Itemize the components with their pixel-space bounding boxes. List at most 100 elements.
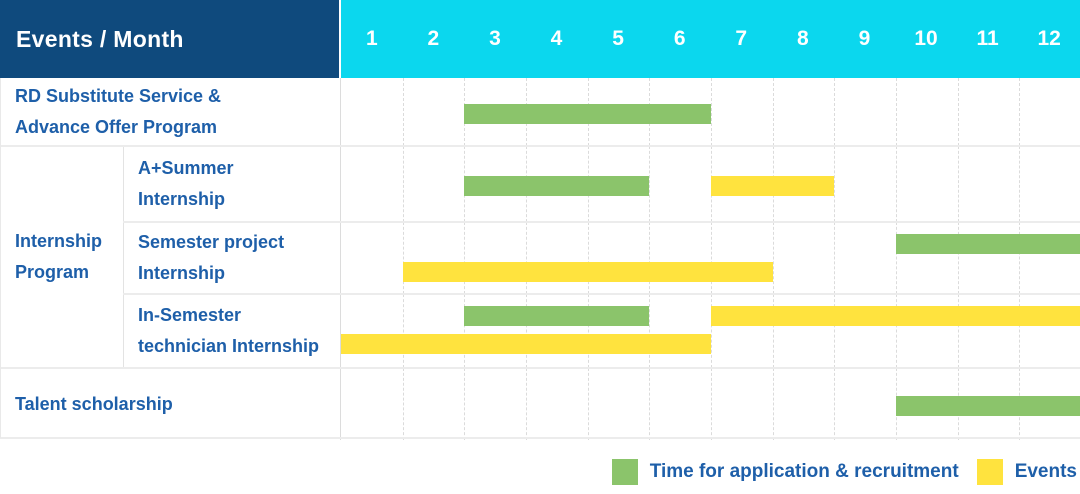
- table-row-in-semester-technician-internship: In-Semester technician Internship: [0, 294, 1080, 368]
- month-header-5: 5: [612, 27, 624, 50]
- month-header-10: 10: [914, 27, 938, 50]
- green-bar-months-3-to-6: [464, 104, 711, 124]
- month-gridline: [772, 294, 774, 368]
- month-header-3: 3: [489, 27, 501, 50]
- row-chart-area: [340, 294, 1080, 368]
- row-chart-area: [340, 146, 1080, 222]
- table-row-talent-scholarship: Talent scholarship: [0, 368, 1080, 440]
- month-gridline: [772, 368, 774, 440]
- month-gridline: [834, 78, 836, 146]
- row-label-in-semester-technician-internship: In-Semester technician Internship: [123, 294, 340, 368]
- month-header-1: 1: [365, 27, 378, 50]
- row-label-line: Internship: [138, 263, 226, 283]
- legend-label-events: Events: [1014, 461, 1077, 482]
- month-gridline: [649, 146, 651, 222]
- month-gridline: [587, 222, 589, 294]
- month-gridline: [649, 222, 651, 294]
- month-gridline: [834, 146, 836, 222]
- month-gridline: [834, 368, 836, 440]
- month-gridline: [526, 368, 527, 440]
- yellow-bar-months-7-to-12: [711, 306, 1080, 326]
- month-gridline: [402, 222, 404, 294]
- events-month-header-cell: Events / Month: [0, 0, 339, 78]
- month-gridline: [711, 294, 712, 368]
- group-label-line: Internship: [15, 231, 103, 251]
- month-gridline: [1019, 294, 1021, 368]
- month-gridline: [957, 294, 959, 368]
- yellow-bar-months-2-to-7: [402, 262, 773, 282]
- yellow-bar-months-7-to-8: [711, 176, 835, 196]
- application-recruitment-swatch-icon: [611, 459, 638, 485]
- month-header-8: 8: [796, 27, 809, 50]
- month-gridline: [464, 294, 466, 368]
- row-label-talent-scholarship: Talent scholarship: [0, 368, 340, 440]
- month-gridline: [402, 294, 404, 368]
- month-gridline: [772, 222, 774, 294]
- row-chart-area: [340, 222, 1080, 294]
- row-chart-area: [340, 78, 1080, 146]
- month-header-2: 2: [427, 27, 440, 50]
- legend-label-application: Time for application & recruitment: [649, 461, 959, 482]
- legend: Time for application & recruitment Event…: [611, 459, 1077, 485]
- month-gridline: [957, 222, 959, 294]
- month-gridline: [896, 146, 897, 222]
- table-row-rd-substitute-service: RD Substitute Service & Advance Offer Pro…: [0, 78, 1080, 146]
- row-divider: [123, 293, 1080, 295]
- month-gridline: [957, 78, 959, 146]
- month-gridline: [526, 222, 527, 294]
- row-label-line: technician Internship: [138, 336, 320, 356]
- row-chart-area: [340, 368, 1080, 440]
- green-bar-months-3-to-5: [464, 176, 650, 196]
- month-gridline: [834, 294, 836, 368]
- row-label-line: RD Substitute Service &: [15, 86, 222, 106]
- month-gridline: [1019, 78, 1021, 146]
- month-header-6: 6: [673, 27, 686, 50]
- month-gridline: [896, 78, 897, 146]
- month-gridline: [402, 368, 404, 440]
- row-label-line: In-Semester: [138, 305, 242, 325]
- month-gridline: [711, 78, 712, 146]
- month-gridline: [957, 146, 959, 222]
- row-label-line: Semester project: [138, 232, 285, 252]
- month-header-9: 9: [858, 27, 871, 50]
- month-header-11: 11: [976, 27, 999, 50]
- month-gridline: [1019, 222, 1021, 294]
- month-gridline: [834, 222, 836, 294]
- month-gridline: [1019, 146, 1021, 222]
- table-left-border: [0, 78, 1, 438]
- green-bar-months-10-to-12: [896, 396, 1080, 416]
- row-label-semester-project-internship: Semester project Internship: [123, 222, 340, 294]
- row-label-line: A+Summer: [138, 158, 234, 178]
- month-header-7: 7: [735, 27, 748, 50]
- month-gridline: [772, 78, 774, 146]
- row-divider: [123, 221, 1080, 223]
- month-gridline: [896, 294, 897, 368]
- row-label-line: Internship: [138, 189, 226, 209]
- green-bar-months-10-to-12: [896, 234, 1080, 254]
- row-label-line: Talent scholarship: [15, 393, 173, 414]
- row-label-line: Advance Offer Program: [15, 117, 218, 137]
- month-header-row: 1 2 3 4 5 6 7 8 9 10 11 12: [341, 0, 1080, 78]
- month-gridline: [464, 368, 466, 440]
- month-gridline: [896, 222, 897, 294]
- month-gridline: [402, 78, 404, 146]
- month-gridline: [587, 368, 589, 440]
- table-row-a-plus-summer-internship: A+Summer Internship: [0, 146, 1080, 222]
- month-gridline: [526, 294, 527, 368]
- green-bar-months-3-to-5: [464, 306, 650, 326]
- row-label-rd-substitute-service: RD Substitute Service & Advance Offer Pro…: [0, 78, 340, 146]
- month-gridline: [402, 146, 404, 222]
- row-divider: [0, 367, 1080, 369]
- month-gridline: [649, 294, 651, 368]
- month-header-4: 4: [550, 27, 563, 50]
- events-swatch-icon: [976, 459, 1003, 485]
- yellow-bar-months-1-to-6: [341, 334, 711, 354]
- row-divider: [0, 145, 1080, 147]
- month-gridline: [464, 222, 466, 294]
- month-gridline: [711, 368, 712, 440]
- row-label-a-plus-summer-internship: A+Summer Internship: [123, 146, 340, 222]
- table-row-semester-project-internship: Semester project Internship: [0, 222, 1080, 294]
- month-header-12: 12: [1037, 27, 1061, 50]
- month-gridline: [587, 294, 589, 368]
